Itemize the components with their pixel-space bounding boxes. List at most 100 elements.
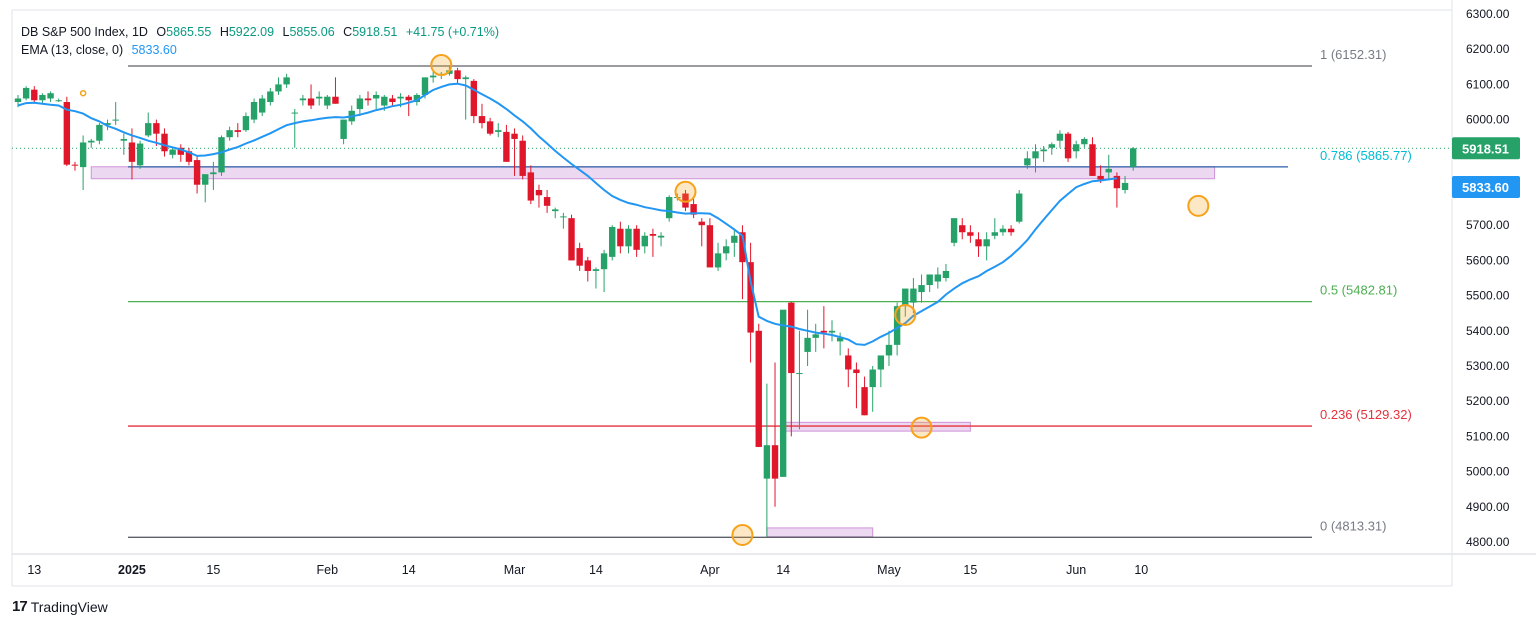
ohlc-legend: DB S&P 500 Index, 1D O5865.55 H5922.09 L… (21, 24, 504, 40)
candle-body (584, 260, 591, 271)
time-tick-label: 15 (963, 563, 977, 577)
candle-body (942, 270, 950, 278)
candle-body (177, 147, 184, 155)
candle-body (999, 228, 1007, 233)
candle-body (975, 239, 982, 247)
candle-body (967, 232, 974, 236)
candle-body (885, 344, 893, 356)
time-tick-label: 10 (1134, 563, 1148, 577)
price-tick-label: 4800.00 (1466, 535, 1510, 549)
low-value: 5855.06 (289, 25, 335, 39)
candle-body (568, 218, 575, 261)
candle-body (934, 274, 942, 282)
candle-body (1105, 168, 1112, 173)
candle-body (682, 193, 689, 208)
support-zone (766, 527, 874, 538)
candle-body (454, 70, 461, 80)
ema-legend: EMA (13, close, 0) 5833.60 (21, 42, 182, 58)
candle-body (747, 262, 754, 333)
close-label: C (343, 25, 353, 39)
candle-body (364, 98, 372, 101)
candle-body (1064, 133, 1072, 159)
candle-body (193, 160, 201, 185)
candle-body (14, 98, 22, 102)
candle-body (275, 84, 282, 92)
candle-body (267, 91, 274, 102)
time-tick-label: 14 (776, 563, 790, 577)
ema-price-badge: 5833.60 (1462, 180, 1509, 195)
candle-body (519, 140, 526, 176)
candle-body (145, 123, 152, 136)
candle-body (356, 98, 364, 110)
ema-value: 5833.60 (131, 43, 177, 57)
candle-body (153, 123, 160, 134)
price-tick-label: 5400.00 (1466, 324, 1510, 338)
candle-body (397, 96, 404, 99)
candle-body (389, 98, 396, 102)
candle-body (617, 228, 624, 247)
candle-body (812, 334, 819, 338)
candle-body (429, 75, 437, 78)
candle-body (31, 89, 38, 101)
time-tick-label: May (877, 563, 901, 577)
candle-body (210, 172, 217, 175)
time-tick-label: Mar (504, 563, 526, 577)
open-label: O (156, 25, 167, 39)
candle-body (910, 288, 917, 303)
price-tick-label: 5200.00 (1466, 394, 1510, 408)
candle-body (1040, 149, 1047, 152)
candle-body (332, 96, 339, 104)
candle-body (543, 197, 551, 206)
highlight-circle (910, 416, 933, 439)
candle-body (763, 445, 771, 479)
ema-label: EMA (13, close, 0) (21, 43, 124, 57)
highlight-circle (894, 303, 917, 326)
candle-body (828, 330, 836, 333)
candle-body (877, 355, 885, 370)
candle-body (731, 235, 738, 243)
candle-body (576, 248, 583, 266)
time-tick-label: Apr (700, 563, 719, 577)
candle-body (421, 77, 429, 95)
candle-body (161, 133, 168, 152)
candle-body (1056, 133, 1064, 141)
close-value: 5918.51 (352, 25, 398, 39)
candle-body (739, 232, 746, 263)
candle-body (202, 174, 209, 185)
candle-body (307, 98, 315, 106)
tradingview-brand[interactable]: 17 TradingView (12, 598, 108, 615)
price-tick-label: 5600.00 (1466, 253, 1510, 267)
candle-body (169, 149, 176, 155)
candle-body (706, 225, 714, 268)
candle-body (1129, 148, 1137, 167)
candle-body (55, 100, 62, 102)
candle-body (657, 235, 665, 238)
candle-body (478, 116, 486, 124)
high-value: 5922.09 (228, 25, 275, 39)
candle-body (136, 143, 144, 166)
candle-body (527, 172, 535, 201)
change-value: +41.75 (+0.71%) (405, 25, 499, 39)
price-tick-label: 5700.00 (1466, 218, 1510, 232)
ema-line (17, 82, 1118, 346)
candle-body (299, 98, 307, 101)
candle-body (698, 221, 705, 226)
candle-body (1007, 228, 1015, 233)
candle-body (413, 94, 421, 102)
candle-body (405, 96, 412, 101)
candle-body (1073, 144, 1080, 152)
candle-body (315, 96, 323, 99)
candle-body (495, 130, 502, 132)
candle-body (666, 197, 673, 219)
candle-body (88, 140, 95, 143)
candle-body (535, 190, 543, 196)
candle-body (218, 137, 225, 173)
candle-body (1024, 158, 1031, 166)
candle-body (71, 164, 79, 166)
symbol-title: DB S&P 500 Index, 1D (21, 25, 148, 39)
candle-body (462, 77, 469, 80)
candle-body (959, 225, 966, 233)
price-tick-label: 6000.00 (1466, 113, 1510, 127)
candle-body (128, 142, 136, 162)
